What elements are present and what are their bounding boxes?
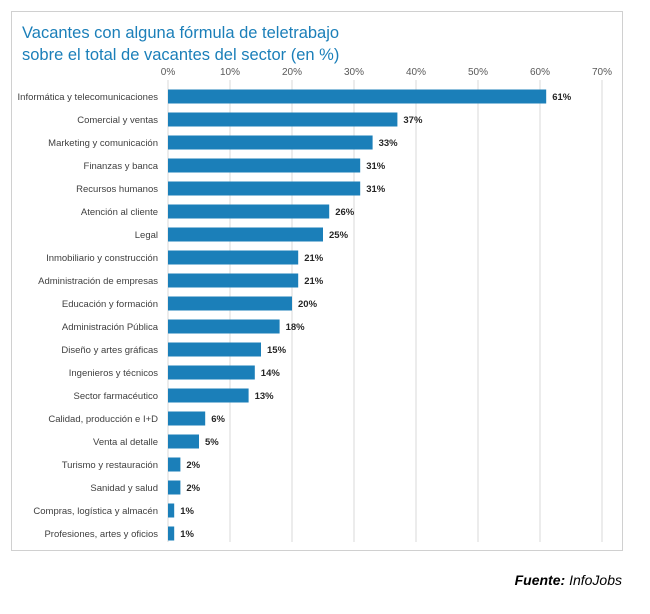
data-label: 21% — [304, 276, 324, 287]
data-label: 14% — [261, 368, 281, 379]
bar — [168, 503, 175, 518]
source-name: InfoJobs — [569, 572, 622, 588]
category-label: Compras, logística y almacén — [33, 506, 158, 517]
data-label: 37% — [403, 115, 423, 126]
data-label: 33% — [379, 138, 399, 149]
bar — [168, 89, 547, 104]
data-labels: 61% 37% 33% 31% 31% 26% 25% 21% 21% 20% 18% 15% 14% 1… — [180, 92, 572, 540]
data-label: 15% — [267, 345, 287, 356]
bar — [168, 296, 292, 311]
chart-title: Vacantes con alguna fórmula de teletraba… — [22, 22, 502, 66]
data-label: 6% — [211, 414, 225, 425]
bar — [168, 457, 181, 472]
chart-title-line-2: sobre el total de vacantes del sector (e… — [22, 46, 340, 64]
bar — [168, 365, 255, 380]
x-tick-label: 50% — [468, 67, 488, 78]
source-label: Fuente: — [514, 572, 566, 588]
data-label: 1% — [180, 506, 194, 517]
category-label: Sanidad y salud — [90, 483, 158, 494]
bar — [168, 181, 361, 196]
data-label: 25% — [329, 230, 349, 241]
bar — [168, 342, 261, 357]
bar — [168, 204, 330, 219]
x-tick-label: 30% — [344, 67, 364, 78]
data-label: 1% — [180, 529, 194, 540]
data-label: 18% — [286, 322, 306, 333]
data-label: 13% — [255, 391, 275, 402]
category-label: Marketing y comunicación — [48, 138, 158, 149]
category-label: Diseño y artes gráficas — [61, 345, 158, 356]
x-tick-label: 10% — [220, 67, 240, 78]
category-label: Legal — [135, 230, 158, 241]
data-label: 61% — [552, 92, 572, 103]
category-label: Administración de empresas — [38, 276, 158, 287]
x-axis-ticks: 0% 10% 20% 30% 40% 50% 60% 70% — [161, 67, 612, 78]
bars — [168, 89, 547, 541]
category-label: Finanzas y banca — [84, 161, 159, 172]
category-label: Educación y formación — [62, 299, 158, 310]
category-label: Comercial y ventas — [77, 115, 158, 126]
bar — [168, 526, 175, 541]
x-tick-label: 70% — [592, 67, 612, 78]
data-label: 5% — [205, 437, 219, 448]
category-label: Recursos humanos — [76, 184, 158, 195]
category-label: Administración Pública — [62, 322, 159, 333]
x-tick-label: 40% — [406, 67, 426, 78]
x-tick-label: 20% — [282, 67, 302, 78]
source-note: Fuente: InfoJobs — [515, 572, 622, 588]
bar — [168, 250, 299, 265]
data-label: 2% — [186, 483, 200, 494]
bar — [168, 273, 299, 288]
category-label: Inmobiliario y construcción — [46, 253, 158, 264]
chart-title-line-1: Vacantes con alguna fórmula de teletraba… — [22, 24, 340, 42]
category-label: Turismo y restauración — [62, 460, 158, 471]
category-label: Sector farmacéutico — [74, 391, 158, 402]
category-labels: Informática y telecomunicaciones Comercia… — [18, 92, 159, 540]
x-tick-label: 60% — [530, 67, 550, 78]
data-label: 26% — [335, 207, 355, 218]
bar — [168, 434, 199, 449]
data-label: 21% — [304, 253, 324, 264]
category-label: Calidad, producción e I+D — [48, 414, 158, 425]
bar — [168, 135, 373, 150]
bar — [168, 388, 249, 403]
category-label: Informática y telecomunicaciones — [18, 92, 159, 103]
category-label: Atención al cliente — [81, 207, 158, 218]
data-label: 31% — [366, 161, 386, 172]
bar — [168, 411, 206, 426]
category-label: Profesiones, artes y oficios — [44, 529, 158, 540]
bar — [168, 112, 398, 127]
bar — [168, 480, 181, 495]
category-label: Ingenieros y técnicos — [69, 368, 158, 379]
data-label: 20% — [298, 299, 318, 310]
data-label: 2% — [186, 460, 200, 471]
bar — [168, 227, 323, 242]
data-label: 31% — [366, 184, 386, 195]
x-tick-label: 0% — [161, 67, 176, 78]
bar — [168, 319, 280, 334]
category-label: Venta al detalle — [93, 437, 158, 448]
bar — [168, 158, 361, 173]
